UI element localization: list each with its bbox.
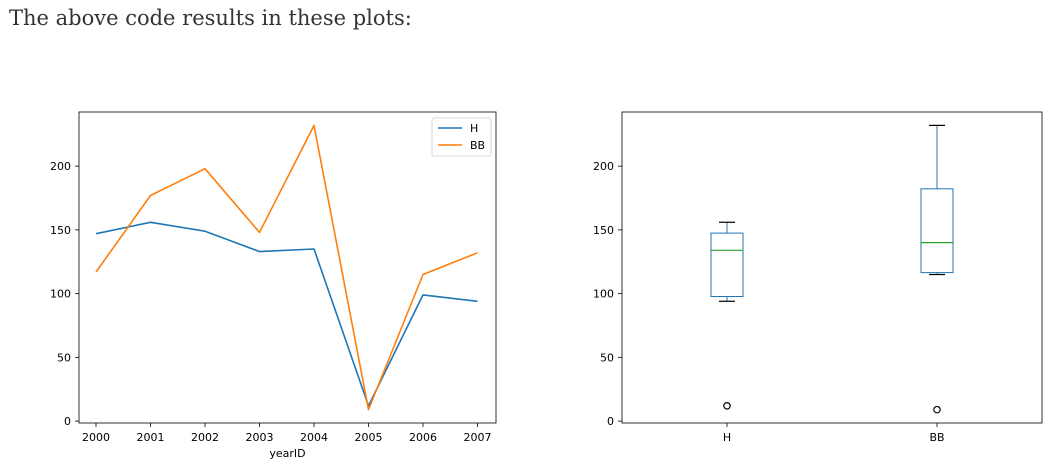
outlier-h: [723, 401, 731, 410]
x-axis-label: yearID: [269, 447, 305, 460]
plot-frame: [78, 111, 497, 424]
y-tick-label: 0: [64, 415, 71, 428]
series-line-bb: [95, 124, 478, 411]
box-bb: [920, 188, 954, 274]
x-tick-label: 2004: [300, 431, 328, 444]
outlier-bb: [933, 405, 941, 414]
x-tick-label: 2003: [246, 431, 274, 444]
box-h: [710, 232, 744, 297]
x-tick-label: BB: [929, 431, 944, 444]
y-tick-label: 0: [607, 415, 614, 428]
plot-frame: [621, 111, 1043, 424]
series-line-h: [95, 221, 478, 407]
y-tick-label: 200: [50, 160, 71, 173]
x-tick-label: 2006: [409, 431, 437, 444]
page-heading: The above code results in these plots:: [9, 6, 412, 30]
x-tick-label: 2005: [355, 431, 383, 444]
y-tick-label: 100: [50, 288, 71, 301]
legend-label-h: H: [470, 122, 478, 135]
x-tick-label: 2002: [191, 431, 219, 444]
x-tick-label: 2001: [137, 431, 165, 444]
y-tick-label: 50: [600, 351, 614, 364]
x-tick-label: 2000: [82, 431, 110, 444]
legend-label-bb: BB: [470, 139, 485, 152]
x-tick-label: H: [723, 431, 731, 444]
y-tick-label: 150: [593, 224, 614, 237]
y-tick-label: 200: [593, 160, 614, 173]
y-tick-label: 100: [593, 288, 614, 301]
x-tick-label: 2007: [464, 431, 492, 444]
y-tick-label: 50: [57, 351, 71, 364]
box-plot: 0 50 100 150 200 H BB: [593, 111, 1043, 444]
y-tick-label: 150: [50, 224, 71, 237]
line-chart: 0 50 100 150 200 2000 2001 2002 2003 2004 2005 2006…: [50, 111, 497, 460]
